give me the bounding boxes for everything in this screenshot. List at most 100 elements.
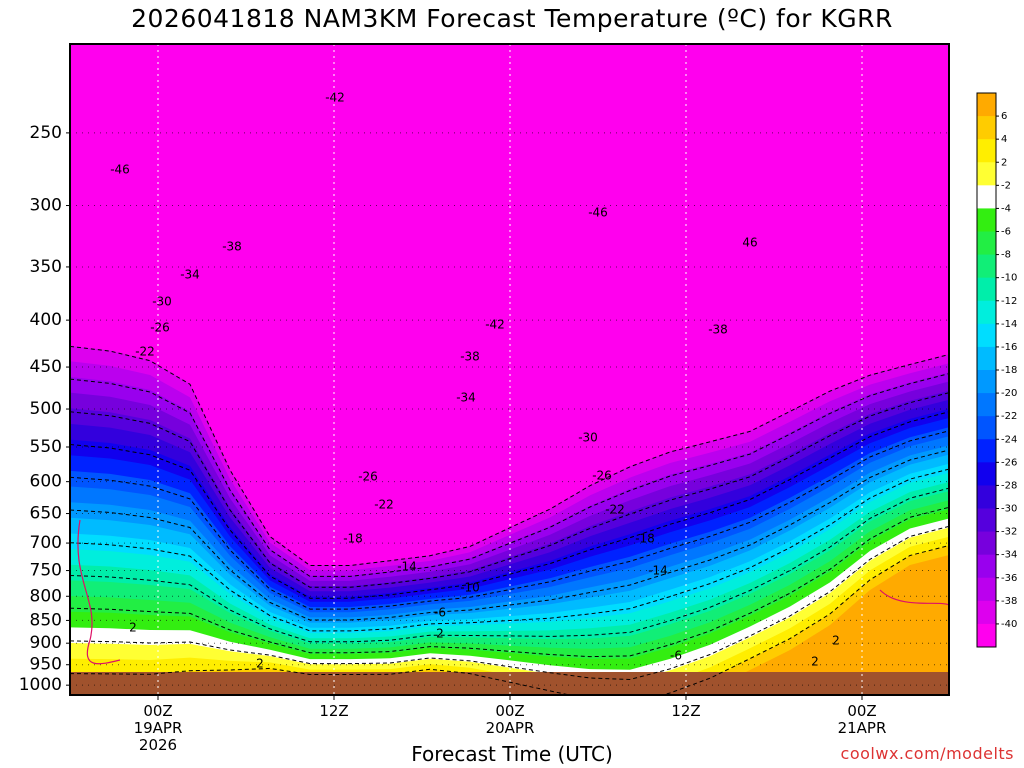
contour-label: -38: [708, 323, 728, 337]
colorbar-label: -28: [1001, 480, 1017, 491]
contour-label: -14: [648, 564, 668, 578]
contour-label: -34: [456, 391, 476, 405]
colorbar-label: -20: [1001, 388, 1017, 399]
colorbar-segment: [977, 600, 996, 625]
colorbar-label: -38: [1001, 596, 1017, 607]
colorbar-segment: [977, 185, 996, 209]
colorbar-segment: [977, 116, 996, 140]
contour-line: [70, 373, 949, 577]
x-tick-label: 19APR: [134, 719, 183, 737]
colorbar-label: -36: [1001, 573, 1017, 584]
contour-line: [70, 345, 949, 566]
contour-label: -6: [670, 649, 682, 663]
colorbar-label: -8: [1001, 250, 1011, 261]
y-tick-label: 550: [30, 437, 62, 457]
y-tick-label: 450: [30, 357, 62, 377]
freezing-contour: [879, 589, 949, 606]
colorbar-segment: [977, 416, 996, 440]
colorbar-label: -40: [1001, 619, 1017, 630]
ground-layer: [70, 672, 949, 695]
contour-label: 2: [256, 657, 264, 671]
contour-line: [70, 545, 949, 695]
y-tick-label: 900: [30, 633, 62, 653]
colorbar-segment: [977, 623, 996, 648]
x-tick-label: 00Z: [847, 702, 876, 720]
contour-label: -42: [325, 91, 345, 105]
contour-line: [70, 392, 949, 588]
colorbar-segment: [977, 254, 996, 279]
contour-label: -22: [605, 503, 625, 517]
colorbar-segment: [977, 346, 996, 371]
contour-label: -22: [374, 498, 394, 512]
contour-label: -42: [485, 318, 505, 332]
x-tick-label: 12Z: [671, 702, 700, 720]
credit-link[interactable]: coolwx.com/modelts: [840, 744, 1014, 763]
x-tick-label: 20APR: [486, 719, 535, 737]
colorbar-segment: [977, 139, 996, 163]
colorbar-label: -18: [1001, 365, 1017, 376]
contour-label: -46: [588, 206, 608, 220]
colorbar-segment: [977, 531, 996, 556]
y-axis: 250 300 350 400 450 500 550 600 650 700 750 800 850 9…: [19, 123, 70, 695]
colorbar-label: -30: [1001, 504, 1017, 515]
colorbar-segment: [977, 162, 996, 186]
colorbar-segment: [977, 508, 996, 533]
colorbar-label: 2: [1001, 157, 1007, 168]
colorbar-label: -4: [1001, 203, 1011, 214]
contour-label: 2: [129, 621, 137, 635]
contour-label: -26: [592, 469, 612, 483]
y-tick-label: 750: [30, 561, 62, 581]
colorbar-label: -10: [1001, 273, 1017, 284]
grid-lines: [70, 44, 949, 695]
colorbar-label: -12: [1001, 296, 1017, 307]
colorbar-segment: [977, 277, 996, 302]
contour-label: 2: [832, 634, 840, 648]
colorbar-segment: [977, 323, 996, 348]
colorbar-label: 4: [1001, 134, 1007, 145]
y-tick-label: 850: [30, 610, 62, 630]
x-axis-label: Forecast Time (UTC): [411, 742, 613, 766]
contour-line: [70, 525, 949, 681]
y-tick-label: 950: [30, 655, 62, 675]
contour-line: [70, 449, 949, 621]
contour-label: -34: [180, 268, 200, 282]
contour-line: [70, 468, 949, 632]
chart-title: 2026041818 NAM3KM Forecast Temperature (…: [131, 4, 893, 33]
colorbar-label: -22: [1001, 411, 1017, 422]
contour-label: -14: [397, 560, 417, 574]
contour-label: -38: [222, 240, 242, 254]
contour-label: -26: [358, 470, 378, 484]
colorbar-segment: [977, 370, 996, 394]
colorbar-label: -24: [1001, 434, 1017, 445]
y-tick-label: 700: [30, 533, 62, 553]
contour-line: [70, 430, 949, 610]
colorbar-label: -32: [1001, 527, 1017, 538]
colorbar-segment: [977, 439, 996, 463]
colorbar-segment: [977, 393, 996, 417]
x-tick-label: 00Z: [495, 702, 524, 720]
colorbar-label: -14: [1001, 319, 1017, 330]
contour-label: -6: [434, 606, 446, 620]
y-tick-label: 650: [30, 504, 62, 524]
ground-fill: [70, 672, 949, 695]
y-tick-label: 600: [30, 472, 62, 492]
contour-label: -46: [110, 163, 130, 177]
x-tick-label: 12Z: [319, 702, 348, 720]
y-tick-label: 800: [30, 586, 62, 606]
x-tick-label: 21APR: [838, 719, 887, 737]
colorbar-segment: [977, 93, 996, 117]
colorbar-segment: [977, 231, 996, 256]
colorbar-label: -2: [1001, 180, 1011, 191]
contour-label: -22: [135, 345, 155, 359]
contour-label: -38: [460, 350, 480, 364]
contour-label: 46: [742, 236, 757, 250]
contour-line: [70, 411, 949, 599]
colorbar-segment: [977, 577, 996, 602]
colorbar-label: -6: [1001, 227, 1011, 238]
y-tick-label: 500: [30, 399, 62, 419]
colorbar-label: -34: [1001, 550, 1017, 561]
contour-label: 2: [811, 655, 819, 669]
colorbar-segment: [977, 462, 996, 486]
